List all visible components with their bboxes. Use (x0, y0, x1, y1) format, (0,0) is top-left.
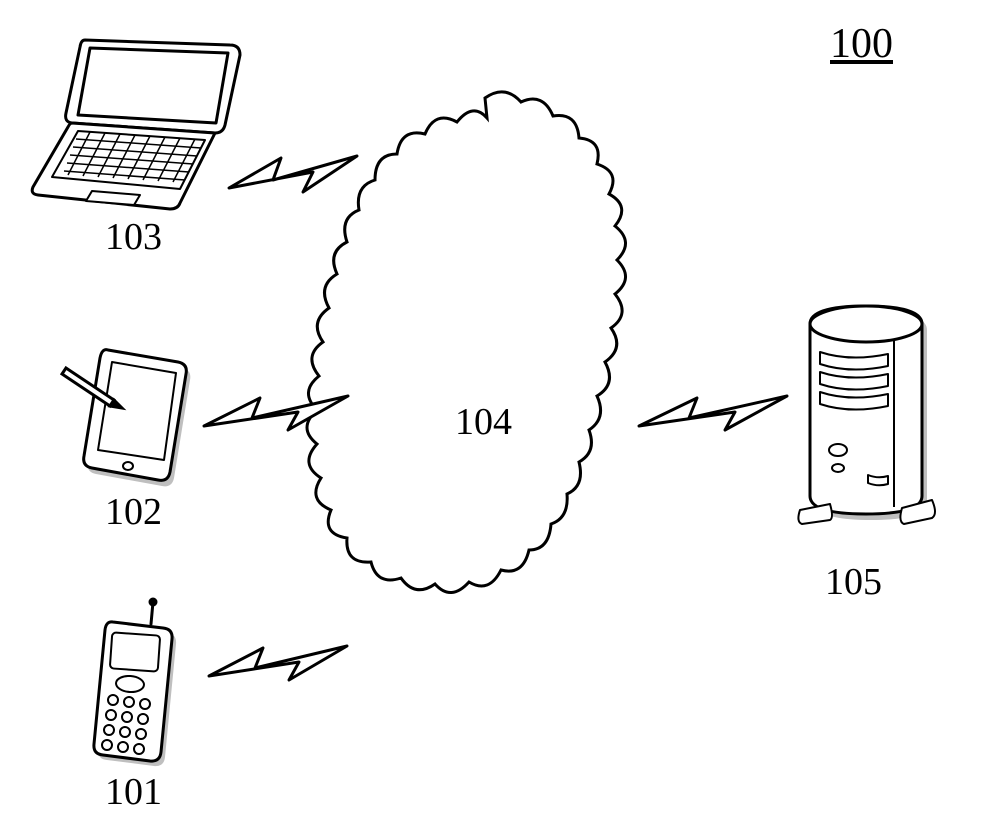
server-icon (790, 300, 950, 540)
bolt-tablet-cloud (200, 390, 355, 450)
figure-number-label: 100 (830, 20, 893, 68)
tablet-label: 102 (105, 490, 162, 534)
bolt-phone-cloud (205, 640, 355, 700)
bolt-cloud-server (635, 390, 795, 450)
phone-icon (85, 600, 185, 770)
bolt-laptop-cloud (225, 150, 365, 220)
phone-label: 101 (105, 770, 162, 814)
laptop-label: 103 (105, 215, 162, 259)
laptop-icon (30, 35, 250, 215)
cloud-label: 104 (455, 400, 512, 444)
tablet-icon (70, 340, 190, 490)
diagram-canvas: 100 (0, 0, 1000, 816)
server-label: 105 (825, 560, 882, 604)
